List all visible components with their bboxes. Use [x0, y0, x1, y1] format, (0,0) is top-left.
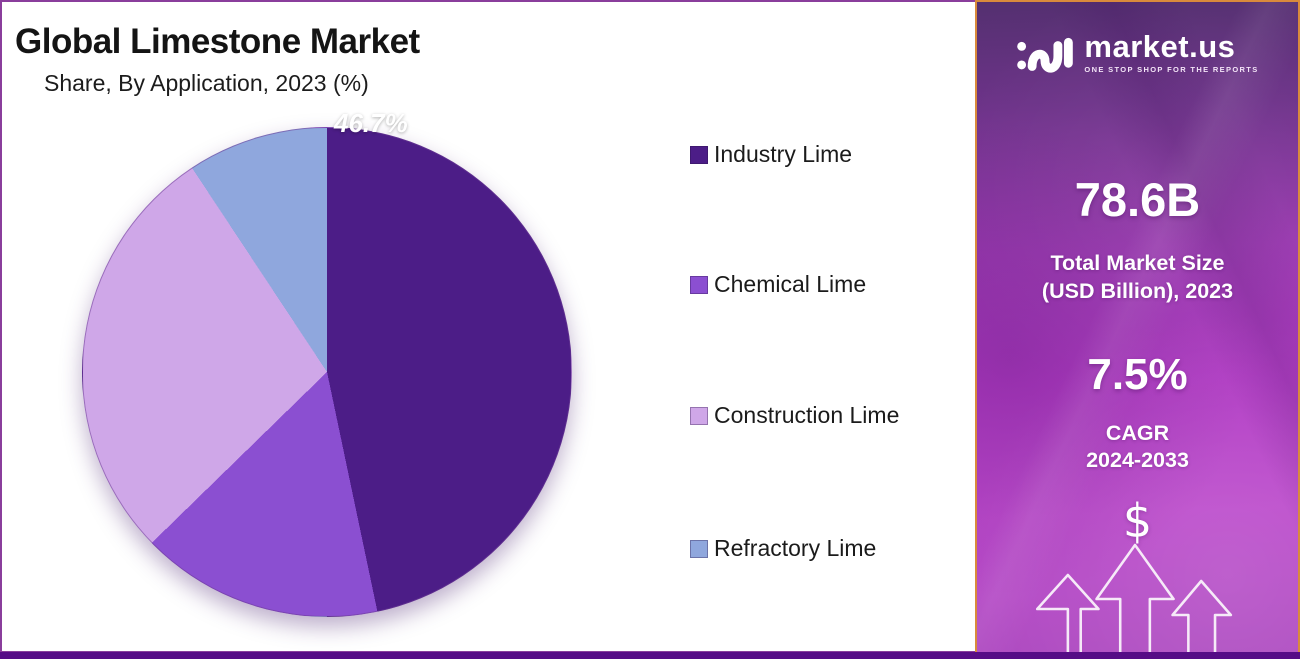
legend-item-chemical-lime: Chemical Lime: [690, 271, 866, 298]
growth-arrows-icon: [1035, 543, 1233, 652]
brand-tagline: ONE STOP SHOP FOR THE REPORTS: [1084, 64, 1259, 74]
chart-title: Global Limestone Market: [15, 22, 420, 61]
cagr-label-line1: CAGR: [1105, 421, 1170, 445]
bottom-bar: [0, 652, 1300, 659]
market-us-logo-icon: [1017, 37, 1074, 73]
cagr-label-line2: 2024-2033: [1086, 448, 1189, 472]
pie-slice-label-industry-lime: 46.7%: [334, 108, 408, 138]
chart-panel: Global Limestone Market Share, By Applic…: [0, 0, 977, 653]
market-size-label-line1: Total Market Size: [1050, 251, 1225, 275]
legend-swatch-construction-lime-icon: [690, 406, 708, 425]
legend-swatch-industry-lime-icon: [690, 145, 708, 164]
cagr-label: CAGR 2024-2033: [977, 420, 1298, 474]
dollar-icon: $: [1122, 494, 1153, 548]
market-size-label-line2: (USD Billion), 2023: [1041, 279, 1234, 303]
legend-item-industry-lime: Industry Lime: [690, 141, 852, 168]
legend-label: Refractory Lime: [714, 535, 877, 561]
legend-swatch-refractory-lime-icon: [690, 539, 708, 558]
legend: Industry Lime Chemical Lime Construction…: [690, 2, 970, 651]
brand-wordmark: market.us: [1084, 28, 1236, 64]
legend-item-refractory-lime: Refractory Lime: [690, 535, 876, 562]
legend-label: Industry Lime: [714, 141, 853, 167]
legend-item-construction-lime: Construction Lime: [690, 402, 899, 429]
brand-logo: market.us ONE STOP SHOP FOR THE REPORTS: [977, 28, 1298, 76]
pie-chart: [82, 127, 572, 617]
legend-swatch-chemical-lime-icon: [690, 275, 708, 294]
legend-label: Chemical Lime: [714, 271, 867, 297]
chart-subtitle: Share, By Application, 2023 (%): [44, 70, 369, 96]
market-size-value: 78.6B: [1074, 173, 1201, 226]
cagr-value: 7.5%: [1087, 350, 1188, 399]
legend-label: Construction Lime: [714, 402, 900, 428]
sidebar: market.us ONE STOP SHOP FOR THE REPORTS …: [975, 0, 1300, 654]
market-size-label: Total Market Size (USD Billion), 2023: [977, 249, 1298, 305]
